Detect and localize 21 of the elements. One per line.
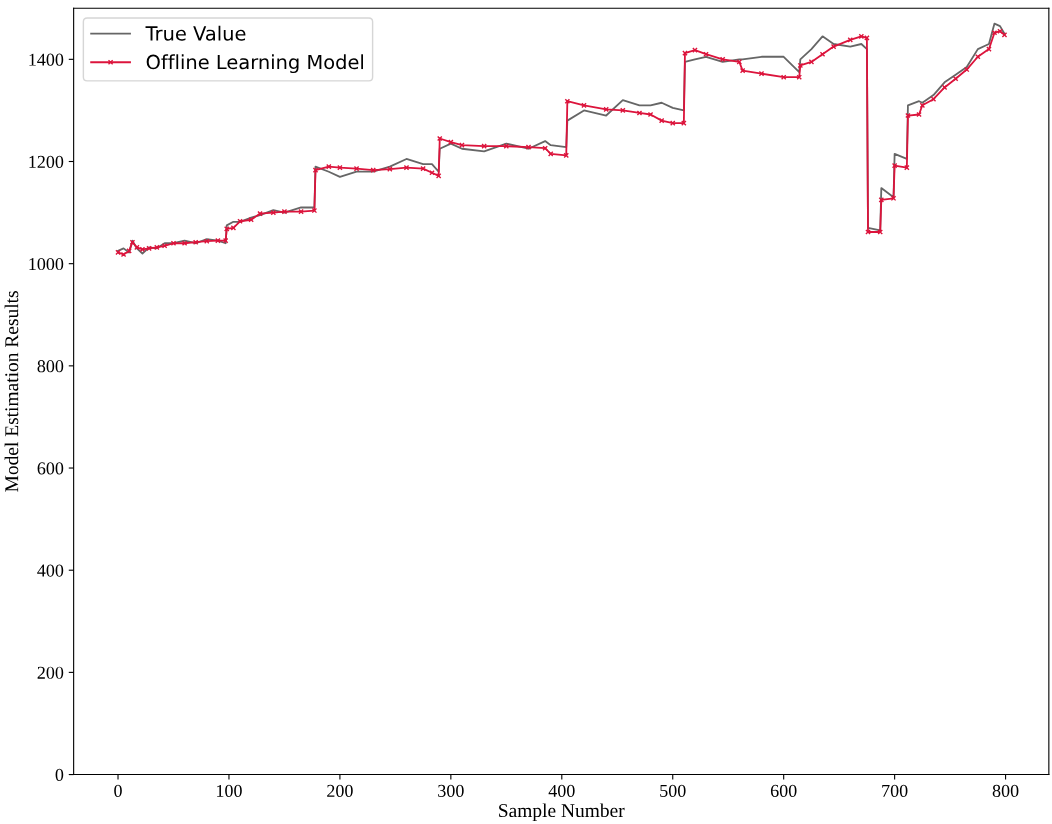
y-tick-label: 1000 <box>29 257 64 271</box>
x-tick-label: 300 <box>438 784 464 797</box>
y-tick-label: 400 <box>37 564 64 577</box>
y-axis-title: Model Estimation Results <box>4 291 19 492</box>
x-tick-label: 200 <box>327 784 353 797</box>
x-tick-label: 500 <box>660 784 686 797</box>
x-tick-label: 0 <box>114 784 122 797</box>
x-tick-label: 800 <box>992 784 1019 797</box>
y-tick-label: 1400 <box>29 53 64 66</box>
y-tick-label: 200 <box>37 666 64 679</box>
y-tick-label: 1200 <box>29 155 64 168</box>
y-tick-label: 600 <box>37 462 64 475</box>
y-tick-label: 0 <box>55 768 64 781</box>
x-tick-label: 100 <box>217 784 242 797</box>
x-tick-label: 700 <box>882 784 908 797</box>
legend-label: True Value <box>145 25 246 41</box>
x-tick-label: 400 <box>548 784 575 797</box>
legend-label: Offline Learning Model <box>146 54 364 74</box>
x-tick-label: 600 <box>770 784 797 797</box>
x-axis-title: Sample Number <box>499 803 625 822</box>
y-tick-label: 800 <box>37 360 64 373</box>
